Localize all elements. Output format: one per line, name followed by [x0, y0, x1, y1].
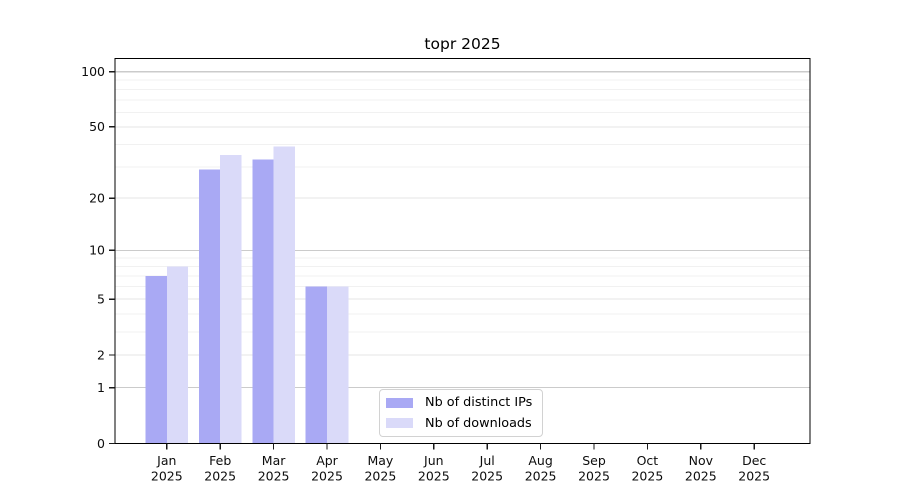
y-tick-label: 1: [97, 380, 105, 395]
legend-item-downloads: Nb of downloads: [386, 415, 536, 433]
bar-apr-distinct-ips: [305, 286, 327, 444]
bar-jan-downloads: [166, 266, 189, 444]
y-tick-label: 0: [97, 436, 105, 451]
bar-mar-downloads: [273, 146, 295, 444]
y-tick-label: 5: [97, 292, 105, 307]
legend-label-downloads: Nb of downloads: [425, 415, 532, 431]
x-tick-label-may: May 2025: [364, 453, 396, 484]
x-tick-label-aug: Aug 2025: [525, 453, 557, 484]
y-tick-label: 10: [89, 243, 105, 258]
chart-title: topr 2025: [424, 35, 501, 53]
bar-feb-distinct-ips: [198, 169, 221, 444]
y-tick-label: 50: [89, 119, 105, 134]
legend: Nb of distinct IPs Nb of downloads: [379, 389, 543, 437]
axes-spines: [114, 57, 811, 445]
x-tick-label-jan: Jan 2025: [151, 453, 183, 484]
x-tick-label-apr: Apr 2025: [311, 453, 343, 484]
x-tick-label-dec: Dec 2025: [738, 453, 770, 484]
legend-item-distinct-ips: Nb of distinct IPs: [386, 394, 536, 412]
legend-label-distinct-ips: Nb of distinct IPs: [425, 395, 533, 411]
y-tick-label: 100: [81, 64, 105, 79]
x-tick-label-mar: Mar 2025: [258, 453, 290, 484]
x-tick-label-sep: Sep 2025: [578, 453, 610, 484]
y-tick-label: 2: [97, 347, 105, 362]
x-tick-label-jun: Jun 2025: [418, 453, 450, 484]
bar-feb-downloads: [220, 154, 242, 444]
x-tick-label-nov: Nov 2025: [685, 453, 717, 484]
bar-jan-distinct-ips: [145, 275, 167, 444]
x-tick-label-oct: Oct 2025: [631, 453, 663, 484]
legend-swatch-distinct-ips: [386, 397, 413, 408]
y-tick-label: 20: [89, 191, 105, 206]
x-tick-label-jul: Jul 2025: [471, 453, 503, 484]
x-tick-label-feb: Feb 2025: [204, 453, 236, 484]
legend-swatch-downloads: [386, 418, 413, 429]
bar-apr-downloads: [327, 286, 349, 444]
bar-mar-distinct-ips: [252, 159, 274, 444]
